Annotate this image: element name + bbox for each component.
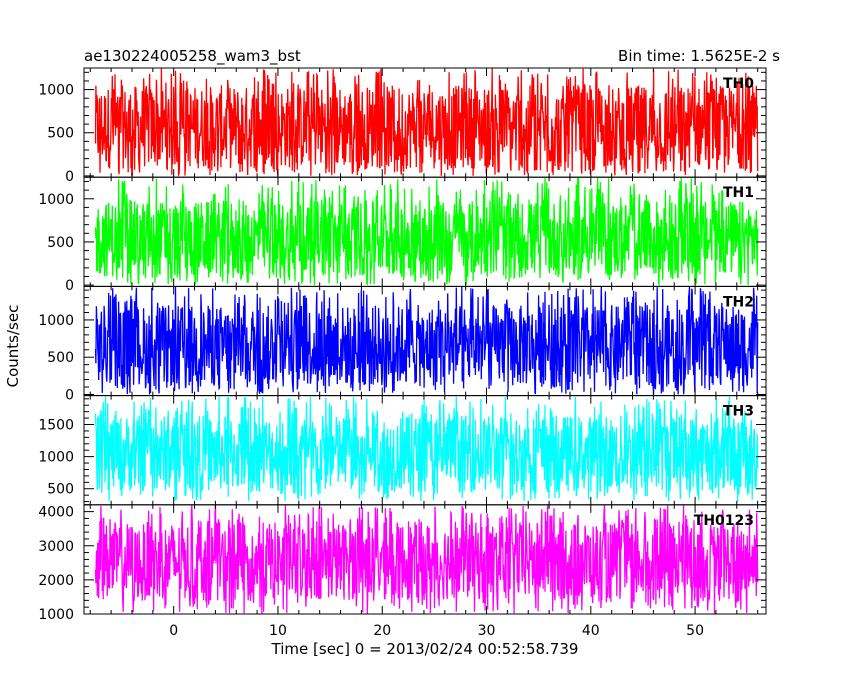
x-axis: 0 10 20 30 40 50 — [169, 623, 704, 639]
y-tick-label: 500 — [47, 350, 74, 366]
y-tick-label: 2000 — [38, 573, 74, 589]
panel-label-th2: TH2 — [723, 294, 754, 310]
series-th2 — [94, 286, 759, 395]
x-tick-label: 20 — [373, 623, 391, 639]
y-tick-label: 0 — [65, 278, 74, 294]
y-axis-label: Counts/sec — [4, 305, 22, 388]
y-tick-label: 0 — [65, 169, 74, 185]
y-tick-label: 1000 — [38, 607, 74, 623]
panel-label-th0: TH0 — [723, 76, 754, 92]
x-tick-label: 10 — [269, 623, 287, 639]
series-th1 — [94, 177, 759, 286]
series-th0123 — [94, 504, 759, 614]
y-tick-label: 500 — [47, 235, 74, 251]
chart-title: ae130224005258_wam3_bst — [84, 47, 301, 66]
y-tick-label: 500 — [47, 126, 74, 142]
bin-time-label: Bin time: 1.5625E-2 s — [618, 47, 780, 65]
x-tick-label: 50 — [686, 623, 704, 639]
y-tick-label: 1000 — [38, 450, 74, 466]
panel-label-th0123: TH0123 — [694, 513, 754, 529]
y-tick-label: 500 — [47, 482, 74, 498]
x-axis-label: Time [sec] 0 = 2013/02/24 00:52:58.739 — [271, 640, 579, 658]
series-th3 — [94, 395, 759, 502]
y-tick-label: 1500 — [38, 418, 74, 434]
x-tick-label: 0 — [169, 623, 178, 639]
panel-th0123: 1000 2000 3000 4000 TH0123 — [38, 504, 767, 623]
panel-th1: 0 500 1000 TH1 — [38, 176, 767, 294]
panel-th3: 500 1000 1500 TH3 — [38, 395, 767, 506]
y-tick-label: 1000 — [38, 313, 74, 329]
x-tick-label: 30 — [478, 623, 496, 639]
y-tick-label: 4000 — [38, 505, 74, 521]
x-tick-label: 40 — [582, 623, 600, 639]
panel-label-th1: TH1 — [723, 185, 754, 201]
y-tick-label: 1000 — [38, 192, 74, 208]
y-tick-label: 3000 — [38, 539, 74, 555]
panel-th0: 0 500 1000 TH0 — [38, 67, 767, 185]
series-th0 — [94, 68, 759, 177]
y-tick-label: 0 — [65, 387, 74, 403]
y-tick-label: 1000 — [38, 83, 74, 99]
panel-label-th3: TH3 — [723, 404, 754, 420]
panels-group: 0 500 1000 TH0 0 500 1000 TH1 0 500 1000 TH2 500 1000… — [38, 67, 767, 623]
panel-th2: 0 500 1000 TH2 — [38, 285, 767, 403]
